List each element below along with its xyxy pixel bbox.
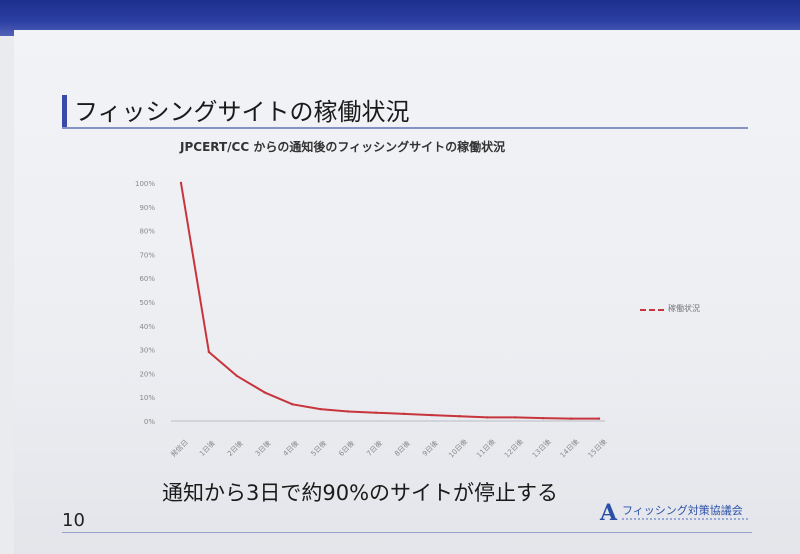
title-rule	[62, 127, 748, 129]
data-point	[430, 413, 433, 417]
y-tick-label: 70%	[139, 251, 155, 259]
x-tick-label: 1日後	[197, 439, 216, 458]
y-tick-label: 100%	[135, 180, 155, 188]
data-point	[347, 410, 350, 413]
slide-subtitle: 通知から3日で約90%のサイトが停止する	[162, 481, 559, 505]
data-point	[179, 181, 183, 185]
x-tick-label: 8日後	[392, 439, 411, 458]
y-tick-label: 80%	[139, 228, 155, 236]
logo-text: フィッシング対策協議会	[622, 504, 743, 517]
x-tick-label: 10日後	[447, 437, 470, 460]
chart-title: JPCERT/CC からの通知後のフィッシングサイトの稼働状況	[180, 140, 506, 154]
data-point	[569, 417, 573, 420]
data-point	[319, 407, 322, 411]
x-tick-label: 3日後	[253, 439, 272, 458]
legend-line-sample	[640, 309, 664, 311]
data-point	[263, 391, 266, 394]
data-point	[207, 350, 211, 354]
y-tick-label: 0%	[144, 418, 155, 426]
y-tick-label: 20%	[139, 370, 155, 378]
slide-background	[14, 30, 800, 554]
x-tick-label: 13日後	[530, 437, 553, 460]
x-tick-label: 14日後	[558, 437, 581, 460]
data-point	[514, 416, 517, 419]
data-point	[542, 416, 545, 420]
y-tick-label: 90%	[139, 204, 155, 212]
x-tick-label: 12日後	[502, 437, 525, 460]
footer-rule	[62, 532, 752, 533]
y-tick-label: 40%	[139, 323, 155, 331]
y-tick-label: 50%	[139, 299, 155, 307]
y-tick-label: 10%	[139, 394, 155, 402]
x-tick-label: 4日後	[281, 439, 300, 458]
data-point	[402, 412, 406, 416]
data-point	[597, 417, 601, 420]
y-tick-label: 60%	[139, 275, 155, 283]
x-tick-label: 9日後	[420, 439, 439, 458]
data-point	[291, 403, 294, 406]
series-line	[180, 182, 599, 420]
chart-legend: 稼働状況	[640, 303, 720, 317]
data-point	[235, 374, 238, 377]
page-number: 10	[62, 510, 85, 531]
legend-label: 稼働状況	[668, 304, 700, 313]
organization-logo: A フィッシング対策協議会	[600, 500, 755, 530]
data-point	[374, 411, 378, 414]
logo-subtext-line	[622, 518, 750, 520]
data-point	[458, 415, 461, 418]
x-tick-label: 6日後	[337, 439, 356, 458]
logo-mark-icon: A	[600, 500, 618, 526]
x-tick-label: 15日後	[586, 437, 609, 460]
x-tick-label: 11日後	[474, 437, 497, 460]
data-point	[486, 416, 489, 419]
y-tick-label: 30%	[139, 347, 155, 355]
x-tick-label: 発信日	[169, 438, 190, 459]
x-tick-label: 5日後	[309, 439, 328, 458]
x-tick-label: 7日後	[365, 439, 384, 458]
slide-title: フィッシングサイトの稼働状況	[74, 98, 410, 126]
title-accent-bar	[62, 95, 67, 127]
x-tick-label: 2日後	[225, 439, 244, 458]
